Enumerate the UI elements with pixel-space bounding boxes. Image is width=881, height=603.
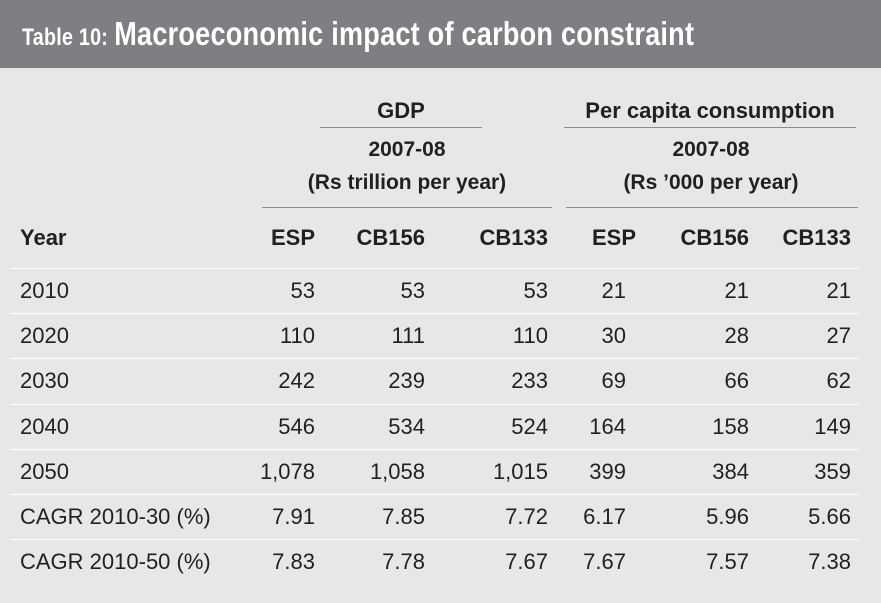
table-cell: 149 [814, 414, 851, 439]
group-title-gdp: GDP [377, 98, 425, 123]
row-separator [10, 449, 859, 450]
column-header-pcc-esp: ESP [591, 225, 636, 250]
table-cell: 21 [724, 278, 749, 303]
table-cell: 53 [523, 278, 548, 303]
table-title-text: Macroeconomic impact of carbon constrain… [114, 15, 695, 52]
table-cell: 21 [826, 278, 851, 303]
row-separator [10, 539, 859, 540]
table-cell: 66 [724, 368, 749, 393]
row-separator [10, 313, 859, 314]
table-cell: 53 [400, 278, 425, 303]
table-cell: 399 [589, 459, 626, 484]
column-header-pcc-cb156: CB156 [680, 225, 749, 250]
table-title: Table 10: Macroeconomic impact of carbon… [22, 15, 694, 53]
table-cell: 53 [290, 278, 315, 303]
table-number: Table 10: [22, 24, 109, 51]
row-separator [10, 404, 859, 405]
table-cell: 242 [278, 368, 315, 393]
table-title-bar: Table 10: Macroeconomic impact of carbon… [0, 0, 881, 68]
column-header-year: Year [20, 225, 67, 250]
table-cell: 534 [388, 414, 425, 439]
table-cell: 524 [511, 414, 548, 439]
table-cell: 110 [512, 323, 548, 348]
table: GDP 2007-08 (Rs trillion per year) Per c… [0, 68, 881, 603]
group-unit-gdp: (Rs trillion per year) [307, 171, 507, 194]
row-label: 2010 [20, 278, 69, 303]
table-cell: 7.38 [808, 549, 851, 574]
table-cell: 1,058 [369, 459, 425, 484]
table-cell: 7.72 [505, 504, 548, 529]
table-cell: 21 [601, 278, 626, 303]
row-label: 2040 [20, 414, 69, 439]
table-cell: 7.67 [583, 549, 626, 574]
table-cell: 7.57 [706, 549, 749, 574]
table-cell: 30 [601, 323, 626, 348]
table-cell: 158 [712, 414, 749, 439]
row-label: 2050 [20, 459, 69, 484]
row-separator [10, 268, 859, 269]
group-year-pcc: 2007-08 [672, 138, 750, 161]
table-cell: 62 [826, 368, 851, 393]
column-header-gdp-cb133: CB133 [479, 225, 548, 250]
row-label: CAGR 2010-30 (%) [20, 504, 211, 529]
table-cell: 5.66 [808, 504, 851, 529]
group-title-pcc: Per capita consumption [585, 98, 835, 123]
group-rule-pcc-title [564, 127, 856, 128]
column-header-pcc-cb133: CB133 [782, 225, 851, 250]
table-cell: 239 [388, 368, 425, 393]
column-header-gdp-esp: ESP [270, 225, 315, 250]
table-cell: 27 [826, 323, 851, 348]
row-label: CAGR 2010-50 (%) [20, 549, 211, 574]
table-cell: 28 [724, 323, 749, 348]
table-cell: 7.85 [382, 504, 425, 529]
table-cell: 7.91 [272, 504, 315, 529]
table-cell: 69 [601, 368, 626, 393]
group-year-gdp: 2007-08 [368, 138, 446, 161]
column-header-gdp-cb156: CB156 [356, 225, 425, 250]
table-cell: 384 [712, 459, 749, 484]
group-rule-pcc [566, 207, 858, 208]
table-cell: 6.17 [583, 504, 626, 529]
table-cell: 164 [589, 414, 626, 439]
table-cell: 110 [279, 323, 315, 348]
row-separator [10, 358, 859, 359]
table-cell: 1,015 [492, 459, 548, 484]
table-cell: 1,078 [259, 459, 315, 484]
table-cell: 7.83 [272, 549, 315, 574]
table-cell: 359 [814, 459, 851, 484]
group-rule-gdp [262, 207, 552, 208]
row-separator [10, 494, 859, 495]
row-label: 2030 [20, 368, 69, 393]
group-rule-gdp-title [320, 127, 482, 128]
table-cell: 7.67 [505, 549, 548, 574]
table-cell: 233 [511, 368, 548, 393]
table-cell: 7.78 [382, 549, 425, 574]
group-unit-pcc: (Rs ’000 per year) [623, 171, 799, 194]
table-cell: 5.96 [706, 504, 749, 529]
row-label: 2020 [20, 323, 69, 348]
table-cell: 111 [391, 323, 425, 348]
table-cell: 546 [278, 414, 315, 439]
